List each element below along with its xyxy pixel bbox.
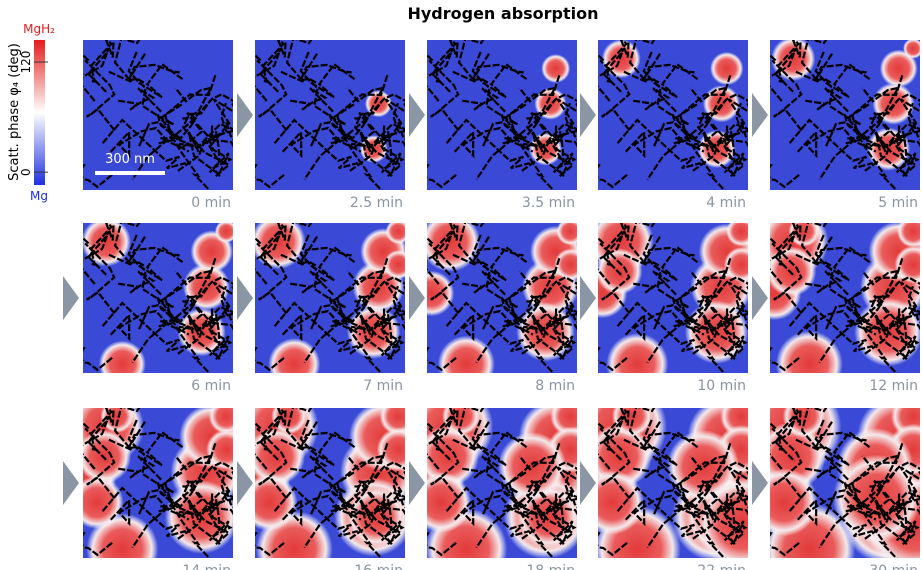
hydride-region bbox=[271, 398, 307, 434]
panel-image bbox=[9, 199, 272, 387]
hydride-region bbox=[99, 341, 146, 388]
time-label: 8 min bbox=[535, 378, 575, 394]
arrow bbox=[237, 461, 253, 505]
panel: 0 min 300 nm bbox=[9, 16, 272, 211]
hydride-region bbox=[100, 400, 133, 433]
arrow bbox=[409, 93, 425, 137]
panel-image bbox=[9, 384, 272, 570]
colorbar-bottom-label: Mg bbox=[30, 189, 48, 203]
hydride-region bbox=[606, 333, 668, 395]
hydride-region bbox=[386, 219, 411, 244]
hydride-region bbox=[70, 476, 123, 529]
time-label: 7 min bbox=[363, 378, 403, 394]
hydride-region bbox=[726, 216, 756, 246]
title: Hydrogen absorption bbox=[407, 4, 598, 23]
arrow bbox=[409, 461, 425, 505]
time-label: 3.5 min bbox=[522, 195, 575, 211]
hydride-region bbox=[771, 37, 815, 81]
time-label: 18 min bbox=[526, 563, 575, 570]
time-label: 16 min bbox=[354, 563, 403, 570]
time-label: 0 min bbox=[191, 195, 231, 211]
panel: 6 min bbox=[9, 199, 272, 394]
panel: 14 min bbox=[9, 384, 272, 570]
time-label: 14 min bbox=[182, 563, 231, 570]
hydride-region bbox=[215, 220, 238, 243]
arrow bbox=[580, 276, 596, 320]
panels: 0 min 300 nm 2.5 min 3.5 min 4 min 5 min 6 min… bbox=[9, 16, 922, 570]
arrow bbox=[237, 276, 253, 320]
colorbar-tick-label: 0 bbox=[19, 168, 33, 176]
time-label: 4 min bbox=[706, 195, 746, 211]
time-label: 6 min bbox=[191, 378, 231, 394]
hydride-region bbox=[384, 250, 413, 279]
arrow bbox=[409, 276, 425, 320]
hydride-region bbox=[556, 218, 584, 246]
arrow bbox=[580, 461, 596, 505]
time-label: 10 min bbox=[697, 378, 746, 394]
arrow bbox=[752, 93, 768, 137]
colorbar-tick-label: 120 bbox=[19, 51, 33, 74]
grain-boundary bbox=[9, 199, 89, 243]
time-label: 5 min bbox=[878, 195, 918, 211]
hydride-region bbox=[438, 336, 495, 393]
arrow bbox=[63, 461, 79, 505]
time-label: 12 min bbox=[869, 378, 918, 394]
colorbar-top-label: MgH₂ bbox=[23, 22, 55, 36]
figure: Hydrogen absorption MgH₂ Mg Scatt. phase… bbox=[0, 0, 922, 570]
hydride-region bbox=[554, 249, 586, 281]
arrow bbox=[63, 276, 79, 320]
hydride-region bbox=[541, 54, 570, 83]
arrow bbox=[237, 93, 253, 137]
scale-bar-label: 300 nm bbox=[105, 152, 155, 167]
grain-boundary bbox=[9, 384, 89, 428]
hydride-region bbox=[209, 399, 244, 434]
arrow bbox=[752, 276, 768, 320]
hydride-region bbox=[710, 52, 743, 85]
arrow bbox=[752, 461, 768, 505]
time-label: 30 min bbox=[869, 563, 918, 570]
arrow bbox=[580, 93, 596, 137]
time-label: 22 min bbox=[697, 563, 746, 570]
time-label: 2.5 min bbox=[350, 195, 403, 211]
